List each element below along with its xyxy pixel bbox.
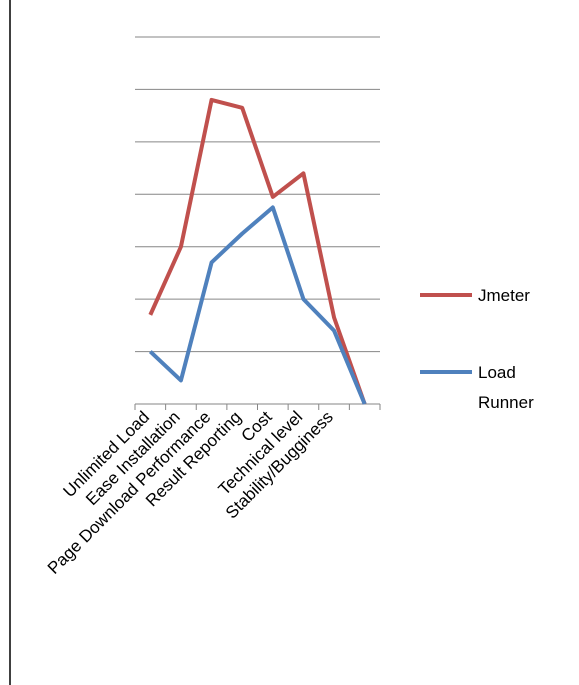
line-series <box>148 97 367 405</box>
line-series <box>148 205 367 405</box>
legend-label: Load Runner <box>478 363 534 412</box>
legend-label: Jmeter <box>478 286 530 305</box>
